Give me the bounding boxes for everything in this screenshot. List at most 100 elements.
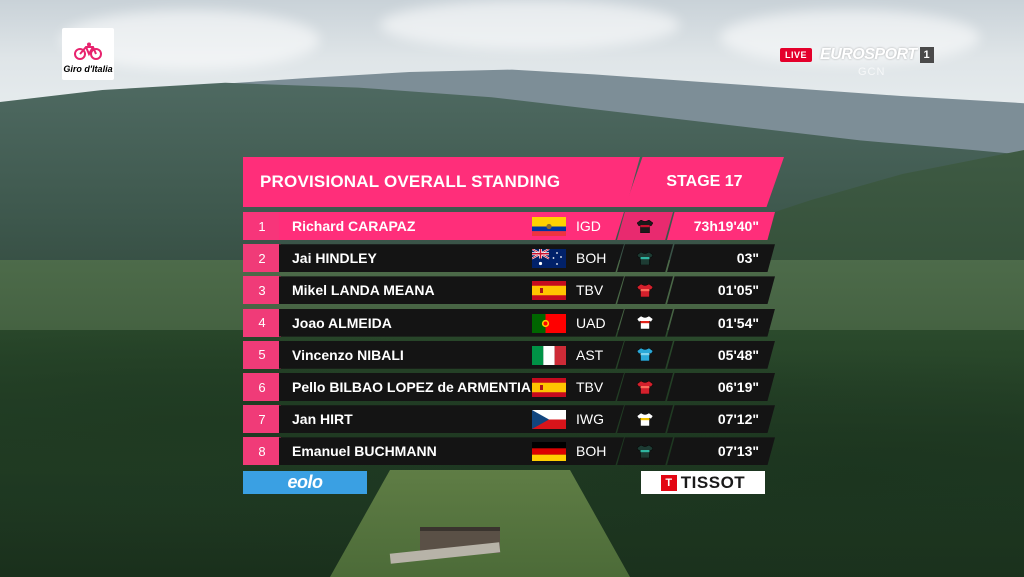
rider-cell: Emanuel BUCHMANN xyxy=(279,437,624,466)
rider-cell: Vincenzo NIBALI xyxy=(279,340,624,369)
ineos-jersey-icon xyxy=(636,219,654,233)
portugal-flag xyxy=(532,313,566,333)
bahrain-jersey-icon xyxy=(636,380,654,394)
tissot-logo-text: TISSOT xyxy=(680,472,746,492)
rider-cell: Richard CARAPAZ xyxy=(279,212,624,240)
time-gap: 01'54" xyxy=(717,314,759,331)
time-gap: 06'19" xyxy=(717,379,759,395)
rank: 1 xyxy=(258,218,266,234)
team-code: BOH xyxy=(576,250,607,267)
eolo-logo-text: eolo xyxy=(287,472,323,492)
time-gap: 05'48" xyxy=(717,346,759,363)
rider-name: Emanuel BUCHMANN xyxy=(292,443,437,460)
rider-name: Joao ALMEIDA xyxy=(292,314,392,331)
rider-name: Jai HINDLEY xyxy=(292,250,377,267)
italy-flag xyxy=(532,345,566,365)
time-gap: 07'13" xyxy=(717,443,759,460)
rank-cell: 5 xyxy=(243,340,281,369)
time-cell: 01'05" xyxy=(667,276,775,305)
rider-cell: Jai HINDLEY xyxy=(279,244,624,273)
rider-name: Richard CARAPAZ xyxy=(292,218,416,234)
jersey-cell xyxy=(617,212,673,240)
cloud xyxy=(720,10,980,65)
time-cell: 73h19'40" xyxy=(667,212,775,240)
rank-cell: 8 xyxy=(243,437,281,466)
stage-banner: STAGE 17 xyxy=(625,157,784,207)
time-cell: 06'19" xyxy=(667,373,775,401)
intermarche-jersey-icon xyxy=(636,412,654,426)
time-cell: 01'54" xyxy=(667,308,775,337)
rank-cell: 3 xyxy=(243,276,281,305)
standings-row: 4 Joao ALMEIDA UAD 01'54" xyxy=(243,308,783,337)
broadcaster-bug: LIVE EUROSPORT 1 xyxy=(780,46,934,64)
standings-row: 2 Jai HINDLEY BOH 03" xyxy=(243,244,783,273)
standings-row: 1 Richard CARAPAZ IGD 73h19'40" xyxy=(243,212,783,240)
time-cell: 05'48" xyxy=(667,340,775,369)
germany-flag xyxy=(532,442,566,462)
cloud xyxy=(380,0,680,50)
spain-flag xyxy=(532,281,566,301)
team-code: UAD xyxy=(576,314,606,331)
jersey-cell xyxy=(617,308,673,337)
tissot-sponsor-logo: T TISSOT xyxy=(641,471,765,494)
bora-jersey-icon xyxy=(636,251,654,265)
gcn-logo: GCN xyxy=(858,66,886,78)
rank: 8 xyxy=(258,443,266,459)
jersey-cell xyxy=(617,244,673,273)
standings-row: 6 Pello BILBAO LOPEZ de ARMENTIA TBV 06'19" xyxy=(243,373,783,401)
jersey-cell xyxy=(617,437,673,466)
time-cell: 03" xyxy=(667,244,775,273)
uae-jersey-icon xyxy=(636,315,654,330)
rider-cell: Joao ALMEIDA xyxy=(279,308,624,337)
spain-flag xyxy=(532,378,566,397)
standings-title-banner: PROVISIONAL OVERALL STANDING xyxy=(243,157,640,207)
meadow xyxy=(330,470,630,577)
standings-row: 3 Mikel LANDA MEANA TBV 01'05" xyxy=(243,276,783,305)
team-code: BOH xyxy=(576,443,607,460)
rank-cell: 2 xyxy=(243,244,281,273)
bahrain-jersey-icon xyxy=(636,283,654,298)
giro-logo-text: Giro d'Italia xyxy=(63,64,113,74)
rank: 7 xyxy=(258,411,266,427)
jersey-cell xyxy=(617,373,673,401)
rank: 4 xyxy=(258,315,266,331)
standings-row: 5 Vincenzo NIBALI AST 05'48" xyxy=(243,340,783,369)
team-code: AST xyxy=(576,346,604,363)
time-gap: 03" xyxy=(736,250,759,267)
standings-row: 7 Jan HIRT IWG 07'12" xyxy=(243,405,783,434)
jersey-cell xyxy=(617,405,673,434)
team-code: IGD xyxy=(576,218,601,234)
cyclist-icon xyxy=(74,42,102,60)
eurosport-logo: EUROSPORT xyxy=(820,46,917,63)
rank-cell: 6 xyxy=(243,373,281,401)
time-gap: 73h19'40" xyxy=(693,218,759,234)
standings-row: 8 Emanuel BUCHMANN BOH 07'13" xyxy=(243,437,783,466)
bora-jersey-icon xyxy=(636,444,654,459)
rider-name: Pello BILBAO LOPEZ de ARMENTIA xyxy=(292,379,532,395)
team-code: TBV xyxy=(576,379,604,395)
time-cell: 07'13" xyxy=(667,437,775,466)
time-gap: 01'05" xyxy=(717,282,759,299)
astana-jersey-icon xyxy=(636,348,654,362)
czech-flag xyxy=(532,410,566,430)
rider-name: Vincenzo NIBALI xyxy=(292,346,404,363)
rank: 3 xyxy=(258,282,266,298)
rank: 5 xyxy=(258,347,266,363)
ecuador-flag xyxy=(532,217,566,236)
rank-cell: 1 xyxy=(243,212,281,240)
stage-label: STAGE 17 xyxy=(666,173,743,190)
rider-cell: Jan HIRT xyxy=(279,405,624,434)
giro-d-italia-logo: Giro d'Italia xyxy=(62,28,114,80)
time-gap: 07'12" xyxy=(717,411,759,428)
channel-number: 1 xyxy=(919,47,934,63)
rider-cell: Pello BILBAO LOPEZ de ARMENTIA xyxy=(279,373,624,401)
jersey-cell xyxy=(617,276,673,305)
rider-name: Mikel LANDA MEANA xyxy=(292,282,435,299)
team-code: IWG xyxy=(576,411,604,428)
jersey-cell xyxy=(617,340,673,369)
rank-cell: 4 xyxy=(243,308,281,337)
team-code: TBV xyxy=(576,282,604,299)
rank-cell: 7 xyxy=(243,405,281,434)
rider-name: Jan HIRT xyxy=(292,411,353,428)
rank: 6 xyxy=(258,379,266,395)
